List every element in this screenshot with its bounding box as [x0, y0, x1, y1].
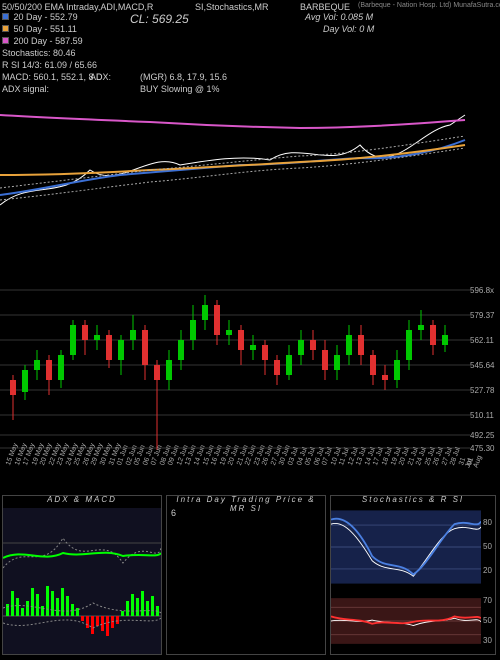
ticker-symbol: BARBEQUE: [300, 2, 350, 12]
stoch-tick: 80: [483, 518, 492, 527]
rsi-tick: 70: [483, 596, 492, 605]
ema50-label: 50 Day -: [14, 24, 48, 34]
price-level-label: 596.8x: [470, 286, 494, 295]
company-name: (Barbeque - Nation Hosp. Ltd) MunafaSutr…: [358, 2, 500, 9]
day-volume: Day Vol: 0 M: [323, 24, 374, 34]
intraday-panel: Intra Day Trading Price & MR SI 6: [166, 495, 326, 655]
ema200-value: 587.59: [55, 36, 83, 46]
indicator-panels: ADX & MACD ADX: 6.79 -DY: 17.8 Intra Day…: [0, 495, 500, 655]
ema200-label: 200 Day -: [14, 36, 53, 46]
avg-volume: Avg Vol: 0.085 M: [305, 12, 373, 22]
price-level-label: 579.37: [470, 311, 494, 320]
ema200-row: 200 Day - 587.59: [2, 36, 83, 46]
avgvol-value: 0.085 M: [341, 12, 374, 22]
cl-label: CL:: [130, 12, 149, 26]
panel1-title: ADX & MACD: [3, 495, 161, 504]
indicator-list-2: SI,Stochastics,MR: [195, 2, 269, 12]
ema50-row: 50 Day - 551.11: [2, 24, 77, 34]
rsi-text: R SI 14/3: 61.09 / 65.66: [2, 60, 97, 70]
price-level-label: 545.64: [470, 361, 494, 370]
ema20-value: 552.79: [50, 12, 78, 22]
panel2-title: Intra Day Trading Price & MR SI: [167, 495, 325, 513]
price-level-label: 475.30: [470, 444, 494, 453]
date-axis: 15 May16 May17 May19 May20 May22 May23 M…: [0, 460, 470, 490]
price-level-label: 562.11: [470, 336, 494, 345]
adx-lbl: ADX:: [90, 72, 111, 82]
stochastics-text: Stochastics: 80.46: [2, 48, 76, 58]
close-price: CL: 569.25: [130, 12, 189, 26]
dayvol-label: Day Vol:: [323, 24, 357, 34]
mgr-text: (MGR) 6.8, 17.9, 15.6: [140, 72, 227, 82]
macd-text: MACD: 560.1, 552.1, 8 D: [2, 72, 103, 82]
stochastics-rsi-panel: Stochastics & R SI 80 50 20 70 50 30: [330, 495, 496, 655]
ema-line-chart: [0, 110, 500, 220]
ema20-swatch: [2, 13, 9, 20]
price-level-label: 510.11: [470, 411, 494, 420]
price-level-label: 492.25: [470, 431, 494, 440]
adx-macd-panel: ADX & MACD ADX: 6.79 -DY: 17.8: [2, 495, 162, 655]
panel2-corner: 6: [171, 508, 176, 518]
adx-signal-value: BUY Slowing @ 1%: [140, 84, 220, 94]
cl-value: 569.25: [152, 12, 189, 26]
indicator-list: 50/50/200 EMA Intraday,ADI,MACD,R: [2, 2, 153, 12]
avgvol-label: Avg Vol:: [305, 12, 338, 22]
ema200-swatch: [2, 37, 9, 44]
dayvol-value: 0 M: [359, 24, 374, 34]
ema20-label: 20 Day -: [14, 12, 48, 22]
header-info: 50/50/200 EMA Intraday,ADI,MACD,R SI,Sto…: [0, 0, 500, 110]
ema20-row: 20 Day - 552.79: [2, 12, 78, 22]
rsi-tick: 50: [483, 616, 492, 625]
adx-signal-label: ADX signal:: [2, 84, 49, 94]
ema50-value: 551.11: [50, 24, 77, 34]
price-level-label: 527.78: [470, 386, 494, 395]
stoch-tick: 50: [483, 542, 492, 551]
rsi-tick: 30: [483, 636, 492, 645]
stoch-tick: 20: [483, 566, 492, 575]
panel3-title: Stochastics & R SI: [331, 495, 495, 504]
candlestick-chart: 596.8x 579.37 562.11 545.64 527.78 510.11 492.…: [0, 280, 500, 460]
ema50-swatch: [2, 25, 9, 32]
adx-label: ADX:: [90, 72, 111, 82]
